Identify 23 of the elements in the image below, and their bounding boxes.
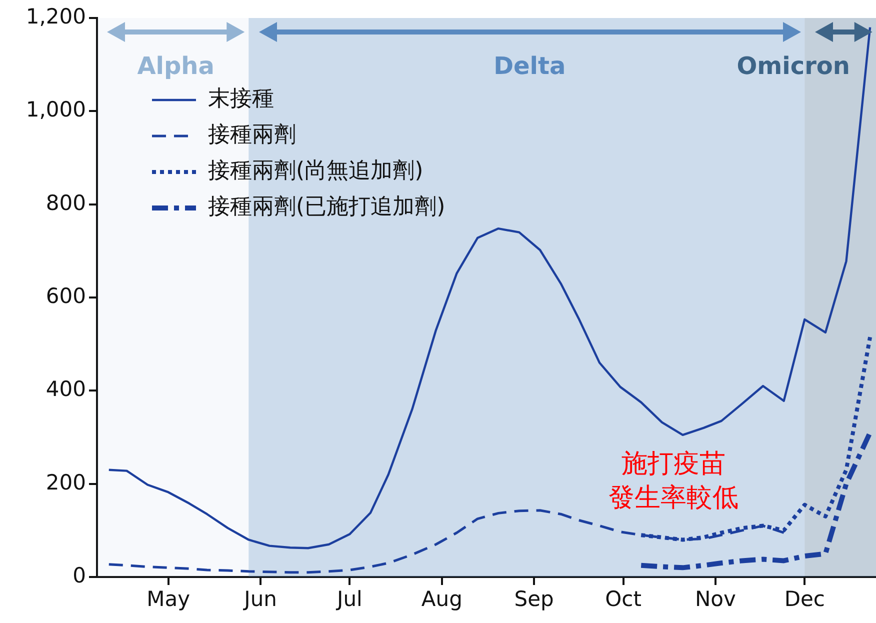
band-label: Delta [494, 52, 566, 80]
x-tick-label: Dec [784, 587, 825, 612]
legend-label: 接種兩劑 [208, 122, 296, 148]
x-tick-label: Oct [605, 587, 642, 612]
x-tick-label: Jul [335, 587, 362, 612]
y-tick-label: 1,200 [26, 4, 86, 28]
band-label: Alpha [137, 52, 214, 80]
y-tick-label: 200 [46, 470, 86, 494]
x-tick-label: May [146, 587, 190, 612]
annotation: 施打疫苗發生率較低 [608, 448, 738, 513]
x-tick-label: Nov [694, 587, 736, 612]
legend-label: 接種兩劑(已施打追加劑) [208, 194, 446, 220]
y-tick-label: 800 [46, 190, 86, 215]
y-tick-label: 0 [72, 563, 86, 588]
x-tick-label: Jun [242, 587, 277, 612]
y-tick-label: 400 [46, 377, 86, 402]
legend-label: 接種兩劑(尚無追加劑) [208, 158, 424, 184]
y-tick-label: 600 [46, 284, 86, 308]
band-label: Omicron [736, 52, 850, 80]
y-tick-label: 1,000 [26, 98, 86, 122]
x-tick-label: Sep [514, 587, 554, 612]
legend-label: 末接種 [208, 86, 274, 112]
x-tick-label: Aug [421, 587, 462, 612]
